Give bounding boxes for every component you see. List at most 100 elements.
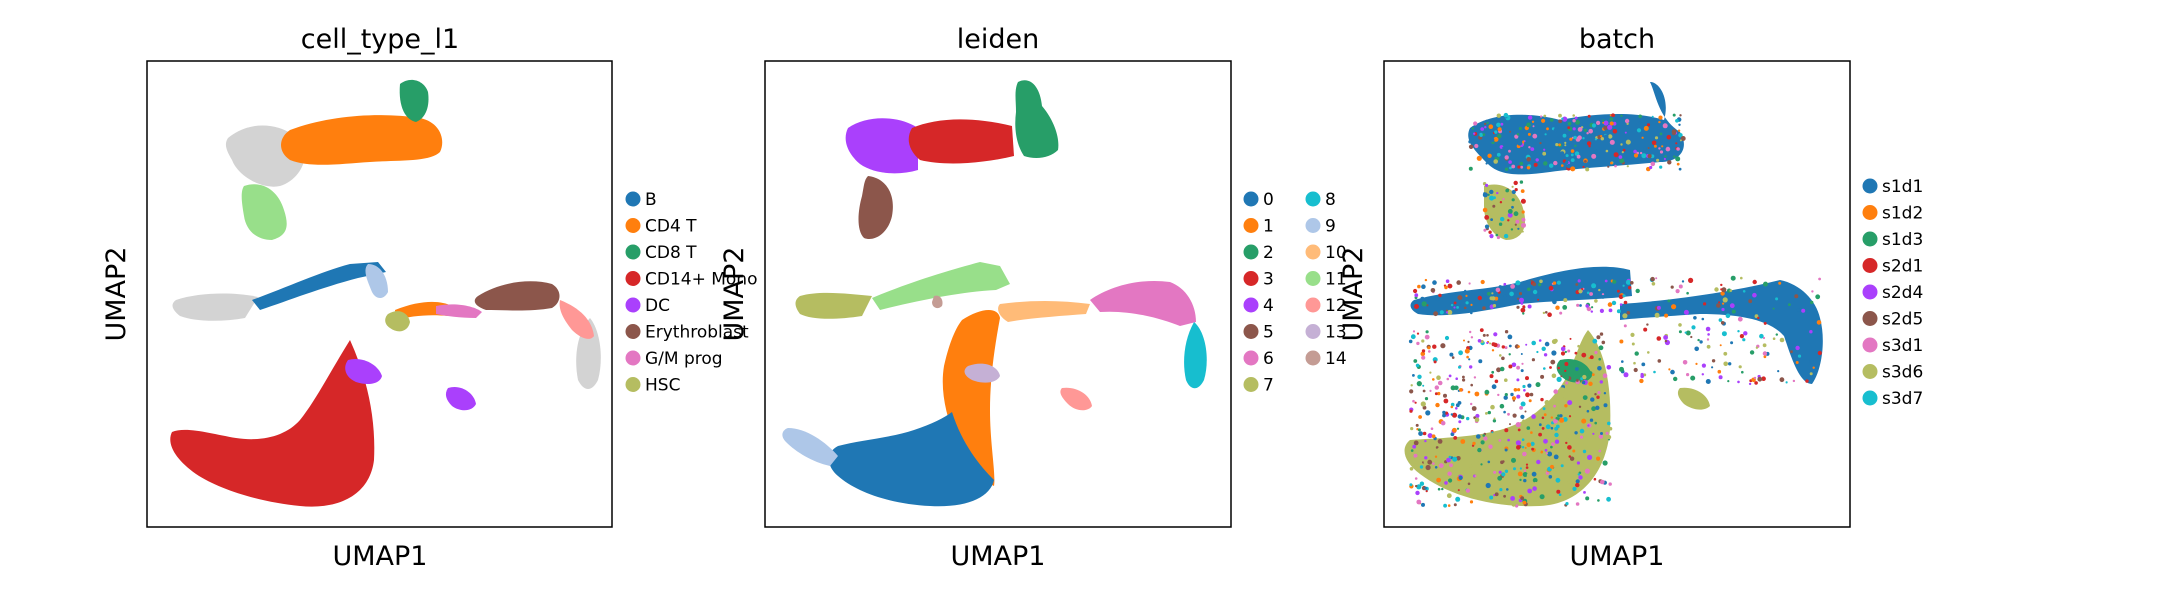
cell-point bbox=[1435, 296, 1440, 302]
cell-point bbox=[1806, 310, 1811, 314]
legend-entry: 2 bbox=[1243, 243, 1274, 263]
cell-point bbox=[1643, 146, 1647, 151]
cell-point bbox=[1544, 341, 1550, 347]
cell-point bbox=[1425, 464, 1431, 471]
cell-point bbox=[1447, 504, 1451, 507]
cell-point bbox=[1542, 311, 1546, 315]
cell-point bbox=[1594, 299, 1598, 303]
cell-point bbox=[1468, 166, 1473, 171]
cell-point bbox=[1412, 399, 1415, 403]
cell-point bbox=[1499, 366, 1505, 372]
cell-point bbox=[1433, 311, 1438, 317]
cell-point bbox=[1639, 151, 1643, 155]
cell-point bbox=[1517, 428, 1521, 432]
cell-point bbox=[1482, 306, 1486, 310]
legend-label: DC bbox=[645, 296, 670, 316]
cell-point bbox=[1494, 379, 1499, 384]
cell-point bbox=[1663, 335, 1668, 340]
cell-point bbox=[1473, 376, 1477, 379]
cell-point bbox=[1662, 123, 1668, 129]
cell-point bbox=[1540, 450, 1544, 454]
cell-point bbox=[1587, 424, 1590, 427]
cell-point bbox=[1432, 378, 1435, 381]
cell-point bbox=[1409, 409, 1413, 413]
cell-point bbox=[1619, 158, 1625, 164]
cell-point bbox=[1493, 342, 1498, 348]
cell-point bbox=[1541, 346, 1546, 351]
cell-point bbox=[1577, 126, 1583, 132]
cell-point bbox=[1612, 279, 1617, 284]
cell-point bbox=[1723, 361, 1728, 367]
cluster-12 bbox=[1060, 387, 1092, 411]
cell-point bbox=[1507, 438, 1510, 442]
cell-point bbox=[1723, 351, 1728, 356]
cell-point bbox=[1659, 165, 1663, 169]
cell-point bbox=[1608, 308, 1613, 313]
cell-point bbox=[1553, 418, 1558, 424]
cell-point bbox=[1810, 300, 1814, 305]
cluster-4 bbox=[845, 118, 918, 174]
cell-point bbox=[1521, 210, 1525, 214]
cell-point bbox=[1531, 120, 1535, 124]
cell-point bbox=[1600, 135, 1603, 138]
cell-point bbox=[1535, 382, 1541, 388]
cell-point bbox=[1450, 402, 1455, 407]
cell-point bbox=[1425, 490, 1428, 493]
cell-point bbox=[1543, 161, 1548, 166]
cell-point bbox=[1589, 355, 1594, 360]
cell-point bbox=[1673, 376, 1678, 382]
cell-point bbox=[1639, 378, 1644, 384]
cell-point bbox=[1516, 305, 1520, 309]
cell-point bbox=[1569, 456, 1575, 461]
cell-point bbox=[1496, 235, 1500, 240]
cell-point bbox=[1462, 378, 1466, 382]
cell-point bbox=[1583, 128, 1587, 132]
cell-point bbox=[1419, 481, 1425, 486]
legend-entry: 8 bbox=[1305, 190, 1336, 210]
cell-point bbox=[1543, 114, 1547, 118]
cell-point bbox=[1449, 352, 1454, 357]
cell-point bbox=[1515, 440, 1521, 446]
cell-point bbox=[1607, 421, 1611, 426]
cell-point bbox=[1513, 388, 1518, 392]
cell-point bbox=[1488, 452, 1491, 455]
cell-point bbox=[1497, 475, 1503, 481]
cell-point bbox=[1630, 281, 1634, 285]
cell-point bbox=[1574, 151, 1580, 156]
cell-point bbox=[1590, 310, 1594, 313]
cell-point bbox=[1492, 304, 1497, 308]
cell-point bbox=[1737, 316, 1743, 322]
cell-point bbox=[1753, 376, 1757, 380]
cell-point bbox=[1561, 117, 1564, 120]
cell-point bbox=[1568, 455, 1572, 458]
cell-point bbox=[1759, 333, 1764, 339]
legend-marker bbox=[1862, 337, 1878, 353]
cell-point bbox=[1543, 367, 1546, 370]
cell-point bbox=[1650, 276, 1655, 282]
cell-point bbox=[1444, 481, 1448, 485]
cell-point bbox=[1742, 290, 1746, 293]
cell-point bbox=[1424, 439, 1427, 443]
cell-point bbox=[1516, 394, 1521, 399]
cell-point bbox=[1722, 297, 1728, 303]
cell-point bbox=[1547, 451, 1553, 457]
cell-point bbox=[1564, 375, 1569, 381]
legend-entry: Erythroblast bbox=[625, 323, 749, 343]
cell-point bbox=[1496, 113, 1502, 118]
cell-point bbox=[1468, 358, 1471, 361]
cell-point bbox=[1600, 479, 1605, 485]
cell-point bbox=[1540, 374, 1545, 379]
cell-point bbox=[1491, 384, 1497, 390]
cell-point bbox=[1465, 294, 1468, 297]
scatter-points bbox=[782, 80, 1207, 507]
cell-point bbox=[1456, 306, 1459, 309]
cell-point bbox=[1489, 189, 1494, 195]
cell-point bbox=[1493, 136, 1499, 142]
cell-point bbox=[1598, 434, 1604, 439]
cell-point bbox=[1437, 487, 1441, 491]
cell-point bbox=[1616, 309, 1621, 314]
cell-point bbox=[1587, 388, 1590, 391]
cell-point bbox=[1596, 152, 1600, 156]
legend-label: s3d1 bbox=[1882, 336, 1923, 356]
cell-point bbox=[1527, 488, 1533, 494]
